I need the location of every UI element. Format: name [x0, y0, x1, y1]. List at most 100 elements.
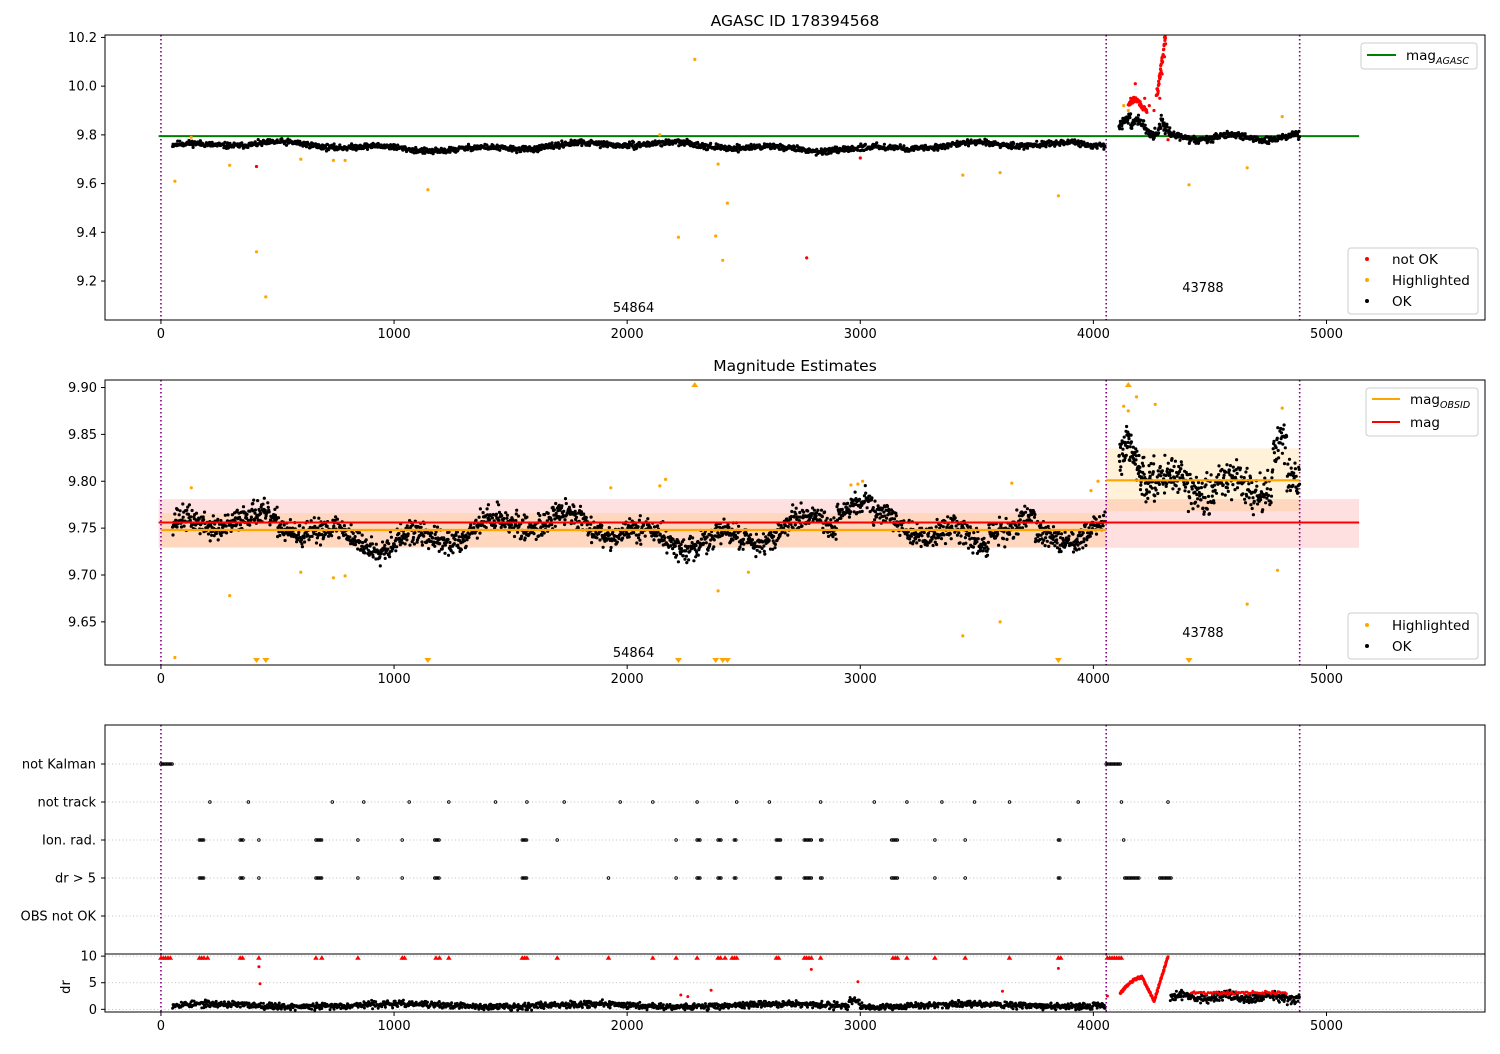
ok-points-point: [1123, 436, 1126, 439]
ok-points-point: [436, 526, 439, 529]
ok-points-point: [515, 509, 518, 512]
ok-points-point: [572, 505, 575, 508]
ok-points-point: [986, 554, 989, 557]
ok-points-point: [441, 547, 444, 550]
ok-points-point: [719, 542, 722, 545]
ok-points-point: [975, 540, 978, 543]
ok-points-point: [608, 526, 611, 529]
ok-points-point: [628, 535, 631, 538]
legend-mag-agasc: magAGASC: [1361, 43, 1477, 69]
highlighted-points-point: [190, 136, 193, 139]
ok-points-point: [1095, 518, 1098, 521]
ok-points-point: [1129, 445, 1132, 448]
not-ok-points-point: [1157, 90, 1160, 93]
highlighted-points-point: [721, 259, 724, 262]
ok-points-point: [1251, 496, 1254, 499]
ok-points-point: [575, 516, 578, 519]
ok-points-point: [1024, 511, 1027, 514]
ok-points-point: [225, 524, 228, 527]
ok-points-point: [1151, 487, 1154, 490]
ok-points-point: [502, 517, 505, 520]
ok-points-point: [1271, 468, 1274, 471]
plot-area-agasc: [159, 35, 1360, 320]
ok-points-point: [632, 531, 635, 534]
legend-label: OK: [1392, 294, 1413, 310]
ok-points-point: [1267, 142, 1270, 145]
ok-points-point: [959, 541, 962, 544]
ok-points-point: [1295, 475, 1298, 478]
ok-points-point: [1210, 473, 1213, 476]
ok-points-point: [352, 532, 355, 535]
ok-points-point: [1060, 532, 1063, 535]
ok-points-point: [225, 531, 228, 534]
ok-points-point: [333, 142, 336, 145]
ok-points-point: [687, 545, 690, 548]
ok-points-point: [1047, 545, 1050, 548]
ok-points-point: [1130, 440, 1133, 443]
ok-points-point: [1165, 123, 1168, 126]
ok-points-point: [1241, 492, 1244, 495]
ok-points-point: [936, 518, 939, 521]
ok-points-point: [438, 542, 441, 545]
ok-points-point: [964, 536, 967, 539]
ok-points-point: [1130, 434, 1133, 437]
ok-points-point: [920, 545, 923, 548]
ok-points-point: [742, 538, 745, 541]
ok-points-point: [1139, 488, 1142, 491]
ok-points-point: [1224, 494, 1227, 497]
ok-points-point: [800, 524, 803, 527]
ok-points-point: [276, 506, 279, 509]
ok-points-point: [476, 537, 479, 540]
not-ok-points-point: [1161, 60, 1164, 63]
ok-points-point: [987, 541, 990, 544]
ok-points-point: [421, 544, 424, 547]
ok-points-point: [565, 502, 568, 505]
ok-points-point: [639, 514, 642, 517]
ok-points-point: [946, 515, 949, 518]
ok-points-point: [1128, 116, 1131, 119]
ok-points-point: [525, 516, 528, 519]
ok-points-point: [277, 516, 280, 519]
ok-points-point: [485, 526, 488, 529]
ok-points-point: [1196, 505, 1199, 508]
ok-points-point: [1158, 483, 1161, 486]
ok-points-point: [1163, 454, 1166, 457]
ok-points-point: [1188, 496, 1191, 499]
ok-points-point: [934, 537, 937, 540]
ok-points-point: [1252, 513, 1255, 516]
plot-area-estimates: [159, 380, 1360, 665]
ok-points-point: [300, 542, 303, 545]
ok-points-point: [940, 537, 943, 540]
ok-points-point: [610, 546, 613, 549]
ok-points-point: [1026, 507, 1029, 510]
ok-points-point: [1277, 456, 1280, 459]
ok-points-point: [1084, 544, 1087, 547]
ok-points-point: [1103, 144, 1106, 147]
ok-points-point: [780, 524, 783, 527]
ok-points-point: [886, 505, 889, 508]
ok-points-point: [1248, 496, 1251, 499]
ok-points-point: [813, 509, 816, 512]
highlighted-points-point: [1281, 115, 1284, 118]
ok-points-point: [239, 523, 242, 526]
ok-points-point: [1261, 508, 1264, 511]
ok-points-point: [841, 508, 844, 511]
ok-points-point: [1270, 476, 1273, 479]
ok-points-point: [251, 502, 254, 505]
ok-points: [171, 112, 1301, 156]
ok-points-point: [348, 535, 351, 538]
ok-points-point: [1205, 135, 1208, 138]
ok-points-point: [259, 512, 262, 515]
ok-points-point: [289, 518, 292, 521]
ok-points-point: [1286, 463, 1289, 466]
ok-points-point: [893, 517, 896, 520]
ok-points-point: [1157, 131, 1160, 134]
ok-points-point: [1103, 510, 1106, 513]
ok-points-point: [758, 550, 761, 553]
ok-points-point: [637, 533, 640, 536]
ok-points-point: [616, 541, 619, 544]
ok-points-point: [1137, 454, 1140, 457]
not-ok-points-point: [1129, 97, 1132, 100]
ok-points-point: [986, 547, 989, 550]
ok-points-point: [908, 519, 911, 522]
